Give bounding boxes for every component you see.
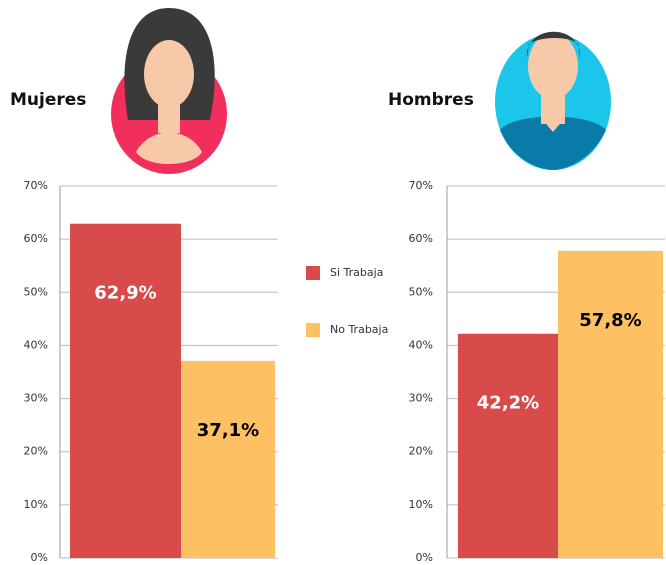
legend-label: Si Trabaja — [330, 266, 383, 279]
y-tick-label: 60% — [24, 232, 48, 245]
avatar-man — [495, 31, 611, 170]
y-tick-label: 60% — [409, 232, 433, 245]
y-tick-label: 70% — [24, 179, 48, 192]
y-tick-label: 0% — [31, 551, 48, 564]
bar — [181, 360, 275, 558]
chart-title: Mujeres — [10, 90, 86, 110]
value-label: 42,2% — [477, 393, 539, 414]
value-label: 57,8% — [579, 310, 641, 331]
y-tick-label: 40% — [409, 338, 433, 351]
value-label: 62,9% — [94, 283, 156, 304]
y-tick-label: 30% — [409, 392, 433, 405]
value-label: 37,1% — [197, 420, 259, 441]
legend-swatch — [306, 266, 320, 280]
y-tick-label: 70% — [409, 179, 433, 192]
avatar-woman — [111, 8, 227, 174]
bar — [558, 250, 663, 558]
chart-title: Hombres — [388, 90, 474, 110]
y-tick-label: 40% — [24, 338, 48, 351]
y-tick-label: 30% — [24, 392, 48, 405]
bar — [458, 333, 558, 558]
y-tick-label: 10% — [24, 498, 48, 511]
legend-label: No Trabaja — [330, 323, 388, 336]
y-tick-label: 0% — [416, 551, 433, 564]
y-tick-label: 50% — [409, 285, 433, 298]
y-tick-label: 10% — [409, 498, 433, 511]
bar — [70, 223, 181, 558]
y-tick-label: 20% — [24, 445, 48, 458]
y-tick-label: 20% — [409, 445, 433, 458]
legend-swatch — [306, 323, 320, 337]
y-tick-label: 50% — [24, 285, 48, 298]
